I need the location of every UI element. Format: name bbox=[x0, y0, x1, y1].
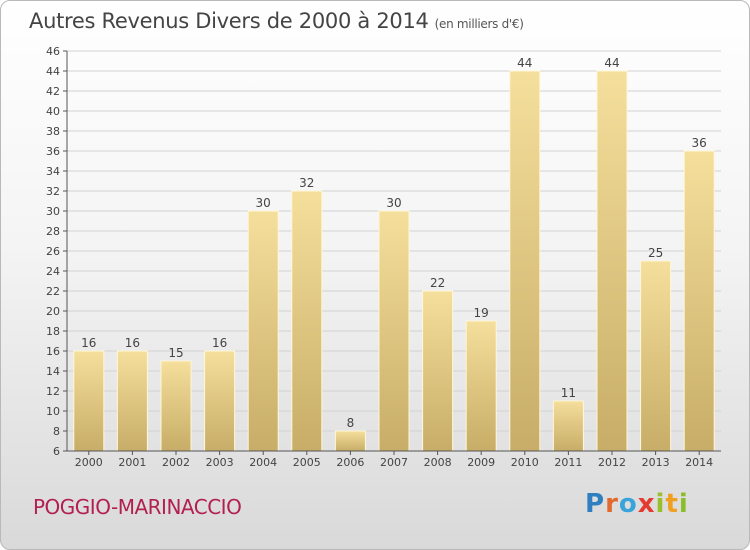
tick-labels: 6 8 10 12 14 16 18 20 22 24 26 28 30 32 34 36 38 40 42 44 46… bbox=[46, 45, 713, 469]
data-label-2007: 30 bbox=[386, 196, 401, 210]
y-tick-label: 32 bbox=[46, 185, 60, 198]
data-label-2001: 16 bbox=[125, 336, 140, 350]
bar-2010 bbox=[509, 70, 541, 452]
y-tick-label: 36 bbox=[46, 145, 60, 158]
proxiti-logo: Proxiti bbox=[585, 489, 689, 519]
bar-2012 bbox=[596, 70, 628, 452]
data-label-2003: 16 bbox=[212, 336, 227, 350]
x-tick-label-2001: 2001 bbox=[118, 456, 146, 469]
data-label-2005: 32 bbox=[299, 176, 314, 190]
bar-2000 bbox=[73, 350, 105, 452]
axes bbox=[63, 50, 721, 455]
bar-2013 bbox=[640, 260, 672, 452]
bar-2006 bbox=[334, 430, 366, 452]
y-tick-label: 46 bbox=[46, 45, 60, 58]
bar-2003 bbox=[204, 350, 236, 452]
logo-letter: i bbox=[678, 489, 689, 519]
bar-2002 bbox=[160, 360, 192, 452]
y-tick-label: 14 bbox=[46, 365, 60, 378]
y-tick-label: 6 bbox=[53, 445, 60, 458]
bar-2007 bbox=[378, 210, 410, 452]
y-tick-label: 16 bbox=[46, 345, 60, 358]
y-tick-label: 44 bbox=[46, 65, 60, 78]
data-label-2006: 8 bbox=[347, 416, 355, 430]
x-tick-label-2005: 2005 bbox=[293, 456, 321, 469]
bar-2008 bbox=[422, 290, 454, 452]
y-tick-label: 26 bbox=[46, 245, 60, 258]
bar-2001 bbox=[116, 350, 148, 452]
x-tick-label-2014: 2014 bbox=[685, 456, 713, 469]
x-tick-label-2011: 2011 bbox=[554, 456, 582, 469]
y-tick-label: 30 bbox=[46, 205, 60, 218]
y-tick-label: 10 bbox=[46, 405, 60, 418]
unit-subtitle: (en milliers d'€) bbox=[434, 17, 524, 31]
x-tick-label-2002: 2002 bbox=[162, 456, 190, 469]
x-tick-label-2010: 2010 bbox=[511, 456, 539, 469]
data-label-2013: 25 bbox=[648, 246, 663, 260]
y-tick-label: 18 bbox=[46, 325, 60, 338]
logo-letter: t bbox=[665, 489, 679, 519]
data-label-2004: 30 bbox=[256, 196, 271, 210]
x-tick-label-2012: 2012 bbox=[598, 456, 626, 469]
x-tick-label-2006: 2006 bbox=[336, 456, 364, 469]
data-label-2008: 22 bbox=[430, 276, 445, 290]
commune-name: POGGIO-MARINACCIO bbox=[33, 495, 242, 519]
y-tick-label: 20 bbox=[46, 305, 60, 318]
y-tick-label: 34 bbox=[46, 165, 60, 178]
data-label-2012: 44 bbox=[604, 56, 619, 70]
bar-2005 bbox=[291, 190, 323, 452]
y-tick-label: 38 bbox=[46, 125, 60, 138]
bar-2009 bbox=[465, 320, 497, 452]
logo-letter: r bbox=[605, 489, 619, 519]
y-tick-label: 28 bbox=[46, 225, 60, 238]
x-tick-label-2004: 2004 bbox=[249, 456, 277, 469]
logo-letter: x bbox=[637, 489, 656, 519]
x-tick-label-2003: 2003 bbox=[206, 456, 234, 469]
y-tick-label: 24 bbox=[46, 265, 60, 278]
x-tick-label-2009: 2009 bbox=[467, 456, 495, 469]
title-text: Autres Revenus Divers de 2000 à 2014 bbox=[29, 9, 429, 33]
data-label-2002: 15 bbox=[168, 346, 183, 360]
x-tick-label-2013: 2013 bbox=[642, 456, 670, 469]
data-label-2014: 36 bbox=[692, 136, 707, 150]
y-tick-label: 8 bbox=[53, 425, 60, 438]
bar-2004 bbox=[247, 210, 279, 452]
logo-letter: P bbox=[585, 489, 606, 519]
x-tick-label-2007: 2007 bbox=[380, 456, 408, 469]
data-label-2011: 11 bbox=[561, 386, 576, 400]
data-label-2010: 44 bbox=[517, 56, 532, 70]
x-tick-label-2000: 2000 bbox=[75, 456, 103, 469]
y-tick-label: 40 bbox=[46, 105, 60, 118]
chart-title: Autres Revenus Divers de 2000 à 2014 (en … bbox=[29, 9, 524, 33]
logo-letter: i bbox=[655, 489, 666, 519]
data-label-2000: 16 bbox=[81, 336, 96, 350]
y-tick-label: 42 bbox=[46, 85, 60, 98]
bar-2011 bbox=[552, 400, 584, 452]
bar-2014 bbox=[683, 150, 715, 452]
bars bbox=[73, 70, 715, 452]
x-tick-label-2008: 2008 bbox=[424, 456, 452, 469]
data-label-2009: 19 bbox=[474, 306, 489, 320]
y-tick-label: 12 bbox=[46, 385, 60, 398]
y-tick-label: 22 bbox=[46, 285, 60, 298]
logo-letter: o bbox=[618, 489, 638, 519]
